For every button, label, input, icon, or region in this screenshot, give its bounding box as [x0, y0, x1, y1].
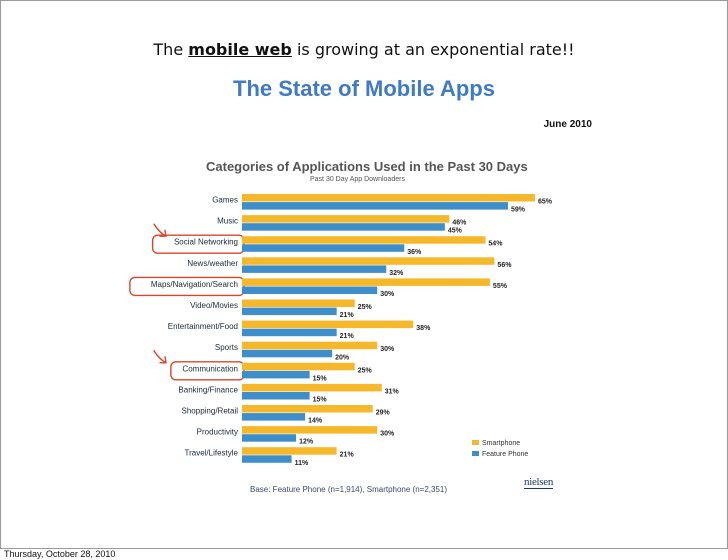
- value-label-feature-phone-maps-navigation-search: 30%: [380, 291, 395, 298]
- value-label-smartphone-communication: 25%: [358, 367, 373, 374]
- bar-smartphone-news-weather: [242, 257, 495, 265]
- bar-smartphone-entertainment-food: [242, 320, 414, 329]
- value-label-smartphone-games: 65%: [538, 199, 553, 206]
- category-label-communication: Communication: [182, 364, 238, 373]
- category-label-travel-lifestyle: Travel/Lifestyle: [185, 449, 239, 458]
- annotation-circle-social-networking: [151, 234, 245, 254]
- value-label-smartphone-banking-finance: 31%: [385, 388, 400, 395]
- bar-smartphone-banking-finance: [242, 383, 382, 392]
- bar-feature-phone-banking-finance: [242, 392, 310, 400]
- category-label-news-weather: News/weather: [187, 259, 238, 268]
- footer-date: Thursday, October 28, 2010: [4, 549, 116, 559]
- legend-swatch-feature-phone: [472, 451, 479, 456]
- value-label-smartphone-entertainment-food: 38%: [416, 325, 431, 332]
- value-label-smartphone-video-movies: 25%: [358, 304, 373, 311]
- value-label-smartphone-sports: 30%: [380, 346, 395, 353]
- category-label-maps-navigation-search: Maps/Navigation/Search: [151, 280, 238, 289]
- bar-feature-phone-social-networking: [242, 244, 405, 252]
- base-note: Base: Feature Phone (n=1,914), Smartphon…: [250, 485, 448, 494]
- value-label-feature-phone-entertainment-food: 21%: [340, 333, 355, 340]
- value-label-smartphone-productivity: 30%: [380, 431, 395, 438]
- category-label-shopping-retail: Shopping/Retail: [182, 407, 239, 416]
- bar-smartphone-music: [242, 215, 450, 223]
- bar-smartphone-sports: [242, 341, 378, 350]
- value-label-feature-phone-shopping-retail: 14%: [308, 418, 323, 425]
- bar-feature-phone-maps-navigation-search: [242, 286, 378, 294]
- value-label-smartphone-shopping-retail: 29%: [376, 410, 391, 417]
- legend-label-smartphone: Smartphone: [482, 440, 520, 447]
- value-label-feature-phone-music: 45%: [448, 228, 463, 235]
- category-label-productivity: Productivity: [197, 428, 238, 437]
- annotations: [129, 223, 245, 381]
- headline-emphasis: mobile web: [188, 40, 292, 59]
- category-label-sports: Sports: [215, 343, 238, 352]
- bars-group: Games 65% 59% Music 46%45% Social Networking 5…: [151, 194, 553, 467]
- bar-feature-phone-games: [242, 202, 508, 210]
- bar-smartphone-communication: [242, 362, 355, 371]
- category-label-music: Music: [217, 217, 238, 226]
- headline-suffix: is growing at an exponential rate!!: [296, 40, 575, 59]
- chart-subtitle: Past 30 Day App Downloaders: [310, 176, 405, 183]
- value-label-feature-phone-communication: 15%: [313, 375, 328, 382]
- bar-smartphone-video-movies: [242, 299, 355, 307]
- annotation-circle-communication: [170, 361, 245, 381]
- annotation-circle-maps-navigation-search: [129, 276, 245, 297]
- value-label-smartphone-travel-lifestyle: 21%: [340, 452, 355, 459]
- bar-feature-phone-communication: [242, 370, 310, 379]
- headline-prefix: The: [153, 40, 184, 59]
- category-label-banking-finance: Banking/Finance: [178, 385, 238, 394]
- category-label-games: Games: [212, 196, 238, 205]
- value-label-smartphone-music: 46%: [452, 220, 467, 227]
- bar-smartphone-travel-lifestyle: [242, 447, 337, 455]
- bar-smartphone-shopping-retail: [242, 405, 373, 413]
- bar-feature-phone-shopping-retail: [242, 413, 306, 421]
- annotation-arrow-communication: [153, 350, 167, 364]
- annotation-arrow-social-networking: [153, 223, 167, 237]
- value-label-feature-phone-banking-finance: 15%: [313, 397, 328, 404]
- chart-title: Categories of Applications Used in the P…: [206, 159, 528, 174]
- value-label-feature-phone-social-networking: 36%: [407, 249, 422, 256]
- value-label-smartphone-maps-navigation-search: 55%: [493, 283, 508, 290]
- bar-feature-phone-travel-lifestyle: [242, 455, 292, 463]
- bar-feature-phone-sports: [242, 349, 333, 358]
- value-label-feature-phone-video-movies: 21%: [340, 312, 355, 319]
- slide-headline: The mobile web is growing at an exponent…: [0, 40, 728, 59]
- value-label-feature-phone-games: 59%: [511, 207, 526, 214]
- bar-feature-phone-music: [242, 223, 445, 231]
- bar-feature-phone-productivity: [242, 434, 297, 442]
- main-title: The State of Mobile Apps: [233, 76, 495, 101]
- category-label-social-networking: Social Networking: [174, 238, 238, 247]
- legend-label-feature-phone: Feature Phone: [482, 451, 528, 458]
- nielsen-logo: nielsen: [524, 476, 554, 489]
- legend-swatch-smartphone: [472, 440, 479, 445]
- bar-feature-phone-entertainment-food: [242, 328, 337, 337]
- category-label-entertainment-food: Entertainment/Food: [168, 322, 238, 331]
- value-label-feature-phone-sports: 20%: [335, 354, 350, 361]
- bar-feature-phone-news-weather: [242, 265, 387, 273]
- bar-smartphone-maps-navigation-search: [242, 278, 490, 286]
- legend: Smartphone Feature Phone: [472, 440, 528, 458]
- value-label-feature-phone-productivity: 12%: [299, 439, 314, 446]
- value-label-feature-phone-travel-lifestyle: 11%: [295, 460, 309, 467]
- date-label: June 2010: [543, 119, 592, 130]
- value-label-smartphone-news-weather: 56%: [497, 262, 512, 269]
- category-label-video-movies: Video/Movies: [190, 301, 238, 310]
- bar-smartphone-productivity: [242, 426, 378, 434]
- value-label-feature-phone-news-weather: 32%: [389, 270, 404, 277]
- bar-smartphone-games: [242, 194, 535, 202]
- bar-feature-phone-video-movies: [242, 307, 337, 316]
- bar-smartphone-social-networking: [242, 236, 486, 244]
- value-label-smartphone-social-networking: 54%: [488, 241, 503, 248]
